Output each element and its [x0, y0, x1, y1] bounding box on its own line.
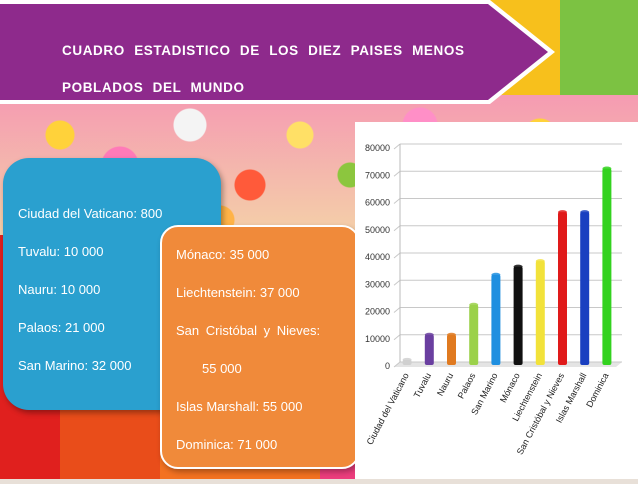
x-tick-label: Ciudad del Vaticano: [365, 371, 411, 446]
bar-top: [424, 332, 434, 337]
chart-card: 0 10000 20000 30000 40000 50000 60000 70000 8000…: [355, 122, 638, 479]
bar-top: [447, 332, 456, 337]
y-tick-label: 10000: [365, 334, 390, 344]
gridline-side: [393, 170, 401, 177]
gridline-side: [393, 361, 401, 368]
x-tick-label: Tuvalu: [412, 371, 433, 399]
y-tick-label: 30000: [365, 279, 390, 289]
list-item: San Marino: 32 000: [18, 358, 132, 373]
y-tick-label: 40000: [365, 252, 390, 262]
bar: [469, 304, 479, 365]
x-tick-label: Mónaco: [498, 371, 522, 404]
bar: [602, 168, 612, 365]
list-item: Ciudad del Vaticano: 800: [18, 206, 163, 221]
list-item: 55 000: [202, 361, 242, 376]
bar: [424, 334, 434, 365]
x-tick-label: Nauru: [435, 371, 455, 397]
y-tick-label: 50000: [365, 225, 390, 235]
bar: [580, 212, 590, 365]
bar-top: [580, 210, 590, 215]
bar-top: [402, 357, 412, 362]
gridline-side: [393, 334, 401, 341]
bar-top: [535, 259, 545, 264]
list-item: Liechtenstein: 37 000: [176, 285, 300, 300]
slide-title: CUADRO ESTADISTICO DE LOS DIEZ PAISES ME…: [62, 32, 522, 106]
gridline-side: [393, 279, 401, 286]
y-tick-label: 20000: [365, 307, 390, 317]
bar-top: [602, 166, 612, 171]
gridline-side: [393, 252, 401, 259]
x-tick-label: Palaos: [456, 371, 478, 400]
slide-title-line2: POBLADOS DEL MUNDO: [62, 80, 245, 95]
bar: [447, 334, 456, 365]
gridline-side: [393, 307, 401, 313]
population-box-right: Mónaco: 35 000 Liechtenstein: 37 000 San…: [160, 225, 360, 469]
y-tick-label: 70000: [365, 170, 390, 180]
gridline-side: [393, 143, 401, 150]
gridline-side: [393, 198, 401, 204]
bar-chart: 0 10000 20000 30000 40000 50000 60000 70000 8000…: [365, 143, 622, 456]
bar: [491, 274, 501, 365]
y-tick-label: 60000: [365, 198, 390, 208]
bar: [558, 212, 567, 365]
list-item: Islas Marshall: 55 000: [176, 399, 303, 414]
bar-top: [491, 272, 501, 277]
bar: [535, 261, 545, 365]
title-banner: [0, 0, 555, 104]
list-item: Tuvalu: 10 000: [18, 244, 104, 259]
bar: [513, 266, 523, 365]
list-item: Nauru: 10 000: [18, 282, 101, 297]
bar-top: [469, 302, 479, 307]
gridline-side: [393, 225, 401, 232]
list-item: San Cristóbal y Nieves:: [176, 323, 321, 338]
slide-title-line1: CUADRO ESTADISTICO DE LOS DIEZ PAISES ME…: [62, 43, 465, 58]
y-tick-label: 80000: [365, 143, 390, 153]
bar-top: [558, 210, 567, 215]
list-item: Palaos: 21 000: [18, 320, 105, 335]
list-item: Dominica: 71 000: [176, 437, 278, 452]
bar-top: [513, 264, 523, 269]
list-item: Mónaco: 35 000: [176, 247, 270, 262]
y-tick-label: 0: [385, 361, 390, 371]
x-tick-label: Dominica: [584, 371, 610, 409]
